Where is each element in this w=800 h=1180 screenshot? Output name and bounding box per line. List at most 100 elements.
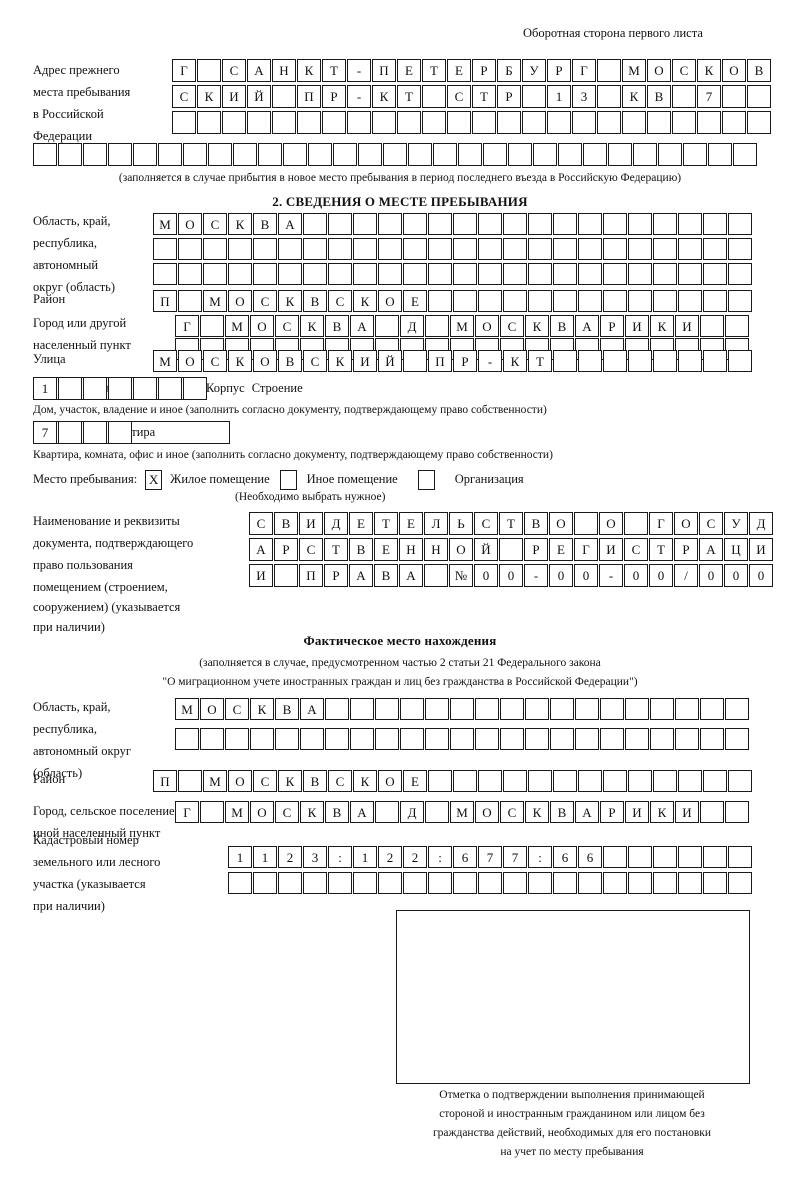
char-cell[interactable]: А [399,564,423,587]
char-cell[interactable] [503,213,527,235]
char-cell[interactable] [603,213,627,235]
char-cell[interactable] [528,872,552,894]
char-cell[interactable]: Й [474,538,498,561]
char-cell[interactable] [528,263,552,285]
char-cell[interactable]: В [349,538,373,561]
char-cell[interactable]: О [549,512,573,535]
char-cell[interactable] [225,728,249,750]
char-cell[interactable]: В [550,801,574,823]
char-cell[interactable] [503,872,527,894]
char-cell[interactable]: - [347,59,371,82]
char-cell[interactable] [178,770,202,792]
char-cell[interactable]: Д [400,801,424,823]
char-cell[interactable] [383,143,407,166]
char-cell[interactable] [108,377,132,400]
char-cell[interactable] [353,238,377,260]
char-cell[interactable] [425,728,449,750]
char-cell[interactable] [653,872,677,894]
char-cell[interactable]: В [524,512,548,535]
char-cell[interactable] [228,238,252,260]
char-cell[interactable]: М [622,59,646,82]
char-cell[interactable]: Г [172,59,196,82]
char-cell[interactable] [424,564,448,587]
char-cell[interactable] [83,377,107,400]
char-cell[interactable] [428,872,452,894]
char-cell[interactable] [108,421,132,444]
char-cell[interactable] [650,698,674,720]
char-cell[interactable] [308,143,332,166]
char-cell[interactable]: А [278,213,302,235]
char-cell[interactable] [628,263,652,285]
char-cell[interactable] [653,770,677,792]
char-cell[interactable]: К [525,315,549,337]
char-cell[interactable] [483,143,507,166]
char-cell[interactable] [375,801,399,823]
char-cell[interactable]: 7 [697,85,721,108]
prev-address-row-3[interactable] [172,111,771,134]
char-cell[interactable]: Т [374,512,398,535]
char-cell[interactable]: К [353,770,377,792]
char-cell[interactable]: Ь [449,512,473,535]
char-cell[interactable] [725,728,749,750]
char-cell[interactable] [153,263,177,285]
char-cell[interactable] [378,872,402,894]
char-cell[interactable]: К [503,350,527,372]
char-cell[interactable]: С [672,59,696,82]
char-cell[interactable] [297,111,321,134]
char-cell[interactable] [703,290,727,312]
checkbox-other-premise[interactable] [279,469,297,490]
char-cell[interactable]: С [699,512,723,535]
char-cell[interactable] [425,698,449,720]
char-cell[interactable] [453,770,477,792]
char-cell[interactable]: Т [528,350,552,372]
char-cell[interactable]: 7 [478,846,502,868]
char-cell[interactable]: А [349,564,373,587]
char-cell[interactable]: О [674,512,698,535]
char-cell[interactable]: В [325,315,349,337]
char-cell[interactable] [628,238,652,260]
char-cell[interactable] [203,263,227,285]
char-cell[interactable]: О [250,315,274,337]
char-cell[interactable] [172,111,196,134]
char-cell[interactable] [353,213,377,235]
stroenie-cells[interactable]: 1 [33,377,132,400]
char-cell[interactable]: К [650,801,674,823]
char-cell[interactable] [624,512,648,535]
char-cell[interactable] [628,770,652,792]
char-cell[interactable]: К [278,290,302,312]
char-cell[interactable] [453,213,477,235]
char-cell[interactable]: С [500,315,524,337]
char-cell[interactable] [578,263,602,285]
char-cell[interactable]: П [428,350,452,372]
char-cell[interactable] [728,770,752,792]
char-cell[interactable] [350,728,374,750]
char-cell[interactable]: М [203,770,227,792]
char-cell[interactable] [428,770,452,792]
char-cell[interactable]: Р [547,59,571,82]
char-cell[interactable]: С [222,59,246,82]
char-cell[interactable] [203,238,227,260]
char-cell[interactable] [253,263,277,285]
char-cell[interactable]: 7 [33,421,57,444]
char-cell[interactable] [178,238,202,260]
char-cell[interactable]: О [599,512,623,535]
char-cell[interactable] [403,350,427,372]
char-cell[interactable] [575,698,599,720]
char-cell[interactable] [578,872,602,894]
char-cell[interactable]: 0 [699,564,723,587]
char-cell[interactable] [658,143,682,166]
checkbox-organization[interactable] [417,469,435,490]
char-cell[interactable]: А [350,315,374,337]
char-cell[interactable] [703,263,727,285]
char-cell[interactable] [503,770,527,792]
char-cell[interactable]: К [353,290,377,312]
char-cell[interactable] [303,213,327,235]
char-cell[interactable]: О [200,698,224,720]
char-cell[interactable]: 2 [403,846,427,868]
char-cell[interactable]: В [747,59,771,82]
char-cell[interactable] [450,728,474,750]
